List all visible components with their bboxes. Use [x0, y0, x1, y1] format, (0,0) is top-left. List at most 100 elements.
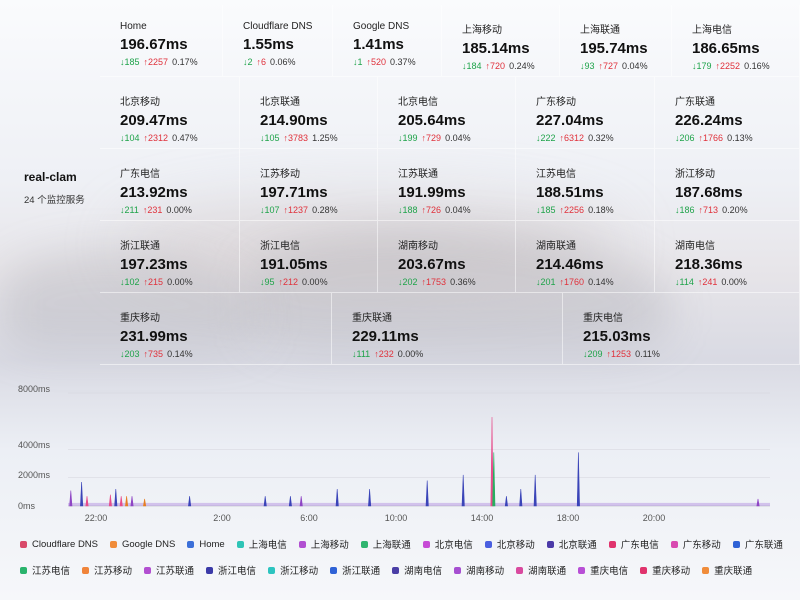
loss-rate: 0.14%	[588, 277, 614, 287]
service-stats: ↓185 ↑2257 0.17%	[120, 57, 222, 67]
latency-spike	[490, 417, 494, 507]
service-card[interactable]: 湖南移动 203.67ms ↓202 ↑1753 0.36%	[378, 221, 516, 293]
legend-item[interactable]: 重庆电信	[578, 563, 628, 577]
legend-item[interactable]: 广东联通	[732, 537, 783, 551]
legend-label: 浙江电信	[218, 566, 257, 577]
service-card[interactable]: 上海电信 186.65ms ↓179 ↑2252 0.16%	[672, 5, 800, 77]
service-card[interactable]: Cloudflare DNS 1.55ms ↓2 ↑6 0.06%	[223, 5, 333, 77]
legend-swatch	[82, 566, 90, 574]
legend-item[interactable]: 浙江移动	[268, 563, 318, 577]
min-latency: ↓102	[120, 277, 140, 287]
min-latency: ↓188	[398, 205, 418, 215]
service-card[interactable]: 江苏移动 197.71ms ↓107 ↑1237 0.28%	[240, 149, 378, 221]
legend-item[interactable]: 北京移动	[484, 537, 535, 551]
legend-item[interactable]: 重庆移动	[640, 563, 690, 577]
legend-item[interactable]: 广东移动	[670, 537, 721, 551]
legend-item[interactable]: 江苏移动	[82, 563, 132, 577]
min-latency: ↓185	[536, 205, 556, 215]
legend-label: 上海电信	[248, 540, 287, 551]
loss-rate: 0.00%	[397, 349, 424, 359]
service-card[interactable]: 江苏联通 191.99ms ↓188 ↑726 0.04%	[378, 149, 516, 221]
legend-label: 北京移动	[496, 540, 535, 551]
service-name: 江苏移动	[260, 169, 300, 180]
legend-label: 江苏联通	[156, 566, 195, 577]
service-stats: ↓185 ↑2256 0.18%	[536, 205, 654, 215]
latency-value: 1.41ms	[353, 36, 404, 53]
service-card[interactable]: Google DNS 1.41ms ↓1 ↑520 0.37%	[333, 5, 442, 77]
min-latency: ↓105	[260, 133, 280, 143]
legend-label: 广东电信	[620, 540, 659, 551]
x-tick-label: 20:00	[642, 513, 666, 523]
loss-rate: 0.13%	[727, 133, 753, 143]
service-card[interactable]: 北京电信 205.64ms ↓199 ↑729 0.04%	[378, 77, 516, 149]
max-latency: ↑520	[366, 57, 387, 67]
service-card[interactable]: 广东联通 226.24ms ↓206 ↑1766 0.13%	[655, 77, 800, 149]
service-card[interactable]: 上海移动 185.14ms ↓184 ↑720 0.24%	[442, 5, 560, 77]
service-stats: ↓93 ↑727 0.04%	[580, 61, 671, 71]
min-latency: ↓179	[692, 61, 712, 71]
x-tick-label: 2:00	[213, 513, 231, 523]
legend-item[interactable]: 江苏联通	[144, 563, 194, 577]
loss-rate: 0.06%	[270, 57, 296, 67]
service-card[interactable]: Home 196.67ms ↓185 ↑2257 0.17%	[100, 5, 223, 77]
legend-swatch	[484, 540, 492, 548]
latency-spike	[119, 496, 123, 507]
latency-value: 203.67ms	[398, 256, 466, 273]
chart-plot	[68, 392, 770, 507]
loss-rate: 0.00%	[167, 277, 193, 287]
x-tick-label: 10:00	[384, 513, 408, 523]
legend-item[interactable]: 北京联通	[546, 537, 597, 551]
service-name: Home	[120, 21, 147, 32]
legend-item[interactable]: Cloudflare DNS	[20, 537, 98, 551]
legend-item[interactable]: 浙江联通	[330, 563, 380, 577]
latency-spike	[188, 496, 192, 507]
latency-spike	[80, 481, 84, 507]
service-card[interactable]: 上海联通 195.74ms ↓93 ↑727 0.04%	[560, 5, 672, 77]
legend-swatch	[330, 566, 338, 574]
service-stats: ↓104 ↑2312 0.47%	[120, 133, 239, 143]
service-card[interactable]: 浙江移动 187.68ms ↓186 ↑713 0.20%	[655, 149, 800, 221]
x-tick-label: 22:00	[84, 513, 108, 523]
latency-value: 226.24ms	[675, 112, 743, 129]
legend-label: 浙江移动	[280, 566, 319, 577]
service-card[interactable]: 江苏电信 188.51ms ↓185 ↑2256 0.18%	[516, 149, 655, 221]
service-card[interactable]: 浙江电信 191.05ms ↓95 ↑212 0.00%	[240, 221, 378, 293]
loss-rate: 0.00%	[721, 277, 747, 287]
legend-item[interactable]: 重庆联通	[702, 563, 752, 577]
legend-item[interactable]: 湖南电信	[392, 563, 442, 577]
legend-item[interactable]: Home	[187, 537, 225, 551]
legend-item[interactable]: 上海移动	[298, 537, 349, 551]
service-stats: ↓209 ↑1253 0.11%	[583, 349, 799, 359]
service-card[interactable]: 北京移动 209.47ms ↓104 ↑2312 0.47%	[100, 77, 240, 149]
service-card[interactable]: 广东移动 227.04ms ↓222 ↑6312 0.32%	[516, 77, 655, 149]
legend-item[interactable]: 北京电信	[422, 537, 473, 551]
service-name: 上海电信	[692, 25, 732, 36]
legend-item[interactable]: 上海电信	[236, 537, 287, 551]
legend-item[interactable]: 浙江电信	[206, 563, 256, 577]
max-latency: ↑2252	[715, 61, 741, 71]
legend-item[interactable]: 江苏电信	[20, 563, 70, 577]
max-latency: ↑720	[485, 61, 506, 71]
service-card[interactable]: 北京联通 214.90ms ↓105 ↑3783 1.25%	[240, 77, 378, 149]
legend-item[interactable]: Google DNS	[110, 537, 175, 551]
legend-item[interactable]: 湖南移动	[454, 563, 504, 577]
latency-spike	[125, 496, 129, 507]
service-card[interactable]: 重庆电信 215.03ms ↓209 ↑1253 0.11%	[563, 293, 800, 365]
min-latency: ↓1	[353, 57, 363, 67]
legend-item[interactable]: 广东电信	[608, 537, 659, 551]
service-card[interactable]: 湖南电信 218.36ms ↓114 ↑241 0.00%	[655, 221, 800, 293]
legend-label: 江苏移动	[94, 566, 133, 577]
service-card[interactable]: 重庆移动 231.99ms ↓203 ↑735 0.14%	[100, 293, 332, 365]
legend-swatch	[578, 566, 586, 574]
legend-item[interactable]: 湖南联通	[516, 563, 566, 577]
service-name: 浙江移动	[675, 169, 715, 180]
service-name: 湖南联通	[536, 241, 576, 252]
min-latency: ↓202	[398, 277, 418, 287]
latency-value: 1.55ms	[243, 36, 294, 53]
service-name: 江苏电信	[536, 169, 576, 180]
service-card[interactable]: 湖南联通 214.46ms ↓201 ↑1760 0.14%	[516, 221, 655, 293]
service-card[interactable]: 广东电信 213.92ms ↓211 ↑231 0.00%	[100, 149, 240, 221]
service-card[interactable]: 浙江联通 197.23ms ↓102 ↑215 0.00%	[100, 221, 240, 293]
legend-item[interactable]: 上海联通	[360, 537, 411, 551]
service-card[interactable]: 重庆联通 229.11ms ↓111 ↑232 0.00%	[332, 293, 563, 365]
